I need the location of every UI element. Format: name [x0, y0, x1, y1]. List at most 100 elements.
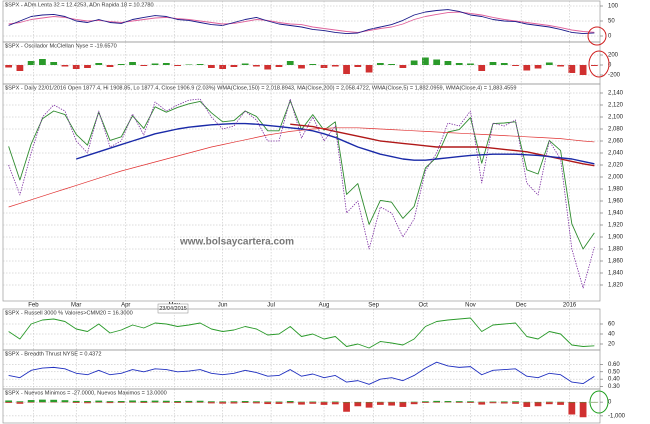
- bar: [162, 400, 170, 403]
- panel-title: $SPX - Russell 3000 % Valores>CMM20 = 16…: [5, 310, 133, 316]
- bar: [557, 65, 564, 67]
- bar: [95, 400, 103, 403]
- y-tick-label: 100: [608, 4, 619, 10]
- bar: [185, 400, 193, 403]
- bar: [309, 402, 317, 404]
- bar: [5, 65, 13, 68]
- panel-title: $SPX - Nuevos Minimos = -27.0000, Nuevos…: [5, 390, 167, 396]
- y-tick-label: 60: [608, 322, 615, 328]
- bar: [241, 402, 249, 403]
- bar: [590, 65, 598, 66]
- bar: [331, 402, 339, 405]
- bar: [117, 64, 125, 65]
- bar: [489, 401, 497, 403]
- highlight-circle: [588, 50, 610, 78]
- y-tick-label: 200: [608, 53, 619, 59]
- bar: [151, 402, 159, 403]
- bar: [162, 63, 170, 65]
- bar: [95, 402, 103, 403]
- bar: [354, 65, 362, 67]
- bar: [208, 401, 215, 403]
- bar: [365, 402, 373, 408]
- bar: [140, 400, 148, 403]
- x-tick-label: Dec: [516, 303, 527, 309]
- bar: [399, 65, 407, 68]
- bar: [433, 59, 441, 65]
- y-tick-label: 0: [608, 34, 612, 40]
- bar: [230, 401, 238, 403]
- bar: [264, 65, 272, 70]
- panel-title: $SPX - Breadth Thrust NYSE = 0.4372: [5, 351, 101, 357]
- bar: [174, 65, 181, 66]
- bar: [185, 64, 193, 65]
- x-tick-label: Feb: [28, 303, 39, 309]
- bar: [489, 402, 497, 404]
- bar: [84, 402, 91, 404]
- bar: [253, 65, 260, 67]
- bar: [545, 62, 553, 65]
- bar: [27, 61, 35, 65]
- x-tick-label: Apr: [121, 303, 130, 309]
- y-tick-label: 50: [608, 19, 615, 25]
- bar: [410, 60, 418, 65]
- x-tick-label: 2016: [563, 303, 577, 309]
- bar: [523, 65, 531, 71]
- bar: [84, 401, 91, 403]
- bar: [39, 59, 46, 65]
- bar: [331, 401, 339, 403]
- chart-layer: $SPX - ADm Lenta 32 = 12.4253, ADn Rapid…: [2, 0, 626, 424]
- y-tick-label: 1,940: [608, 211, 624, 217]
- bar: [444, 61, 452, 65]
- bar: [422, 401, 429, 403]
- series-line: [8, 317, 595, 349]
- bar: [72, 400, 80, 403]
- y-tick-label: 2,020: [608, 163, 624, 169]
- bar: [16, 401, 24, 403]
- bar: [455, 401, 463, 403]
- bar: [354, 402, 362, 407]
- bar: [388, 64, 395, 65]
- bar: [208, 402, 215, 404]
- bar: [117, 402, 125, 403]
- y-tick-label: 1,820: [608, 283, 624, 289]
- bar: [5, 400, 13, 403]
- y-tick-label: 0: [608, 63, 612, 69]
- y-tick-label: 2,100: [608, 115, 624, 121]
- panel-frame: [2, 83, 601, 302]
- bar: [185, 402, 193, 403]
- bar: [545, 402, 553, 405]
- bar: [365, 65, 373, 73]
- bar: [219, 401, 227, 403]
- bar: [151, 63, 159, 65]
- y-tick-label: 1,920: [608, 223, 624, 229]
- bar: [309, 401, 317, 403]
- bar: [422, 57, 429, 65]
- x-tick-label: Sep: [368, 303, 379, 309]
- panel-title: $SPX - Oscilador McClellan Nyse = -19.65…: [5, 43, 117, 49]
- bar: [500, 401, 508, 403]
- series-line: [8, 9, 595, 35]
- series-line: [8, 127, 595, 208]
- bar: [27, 400, 35, 403]
- bar: [129, 402, 136, 403]
- y-tick-label: 0: [608, 400, 612, 406]
- bar: [523, 402, 531, 407]
- panel-frame: [2, 388, 601, 424]
- bar: [275, 401, 283, 403]
- bar: [241, 401, 249, 403]
- bar: [50, 62, 58, 65]
- y-tick-label: 2,060: [608, 139, 624, 145]
- bar: [253, 402, 260, 404]
- bar: [241, 63, 249, 65]
- bar: [174, 401, 181, 403]
- x-tick-label: Nov: [465, 303, 476, 309]
- y-tick-label: 0.30: [608, 384, 620, 390]
- bar: [50, 399, 58, 403]
- bar: [579, 402, 587, 418]
- bar: [422, 402, 429, 403]
- bar: [219, 402, 227, 404]
- bar: [410, 402, 418, 405]
- bar: [16, 402, 24, 404]
